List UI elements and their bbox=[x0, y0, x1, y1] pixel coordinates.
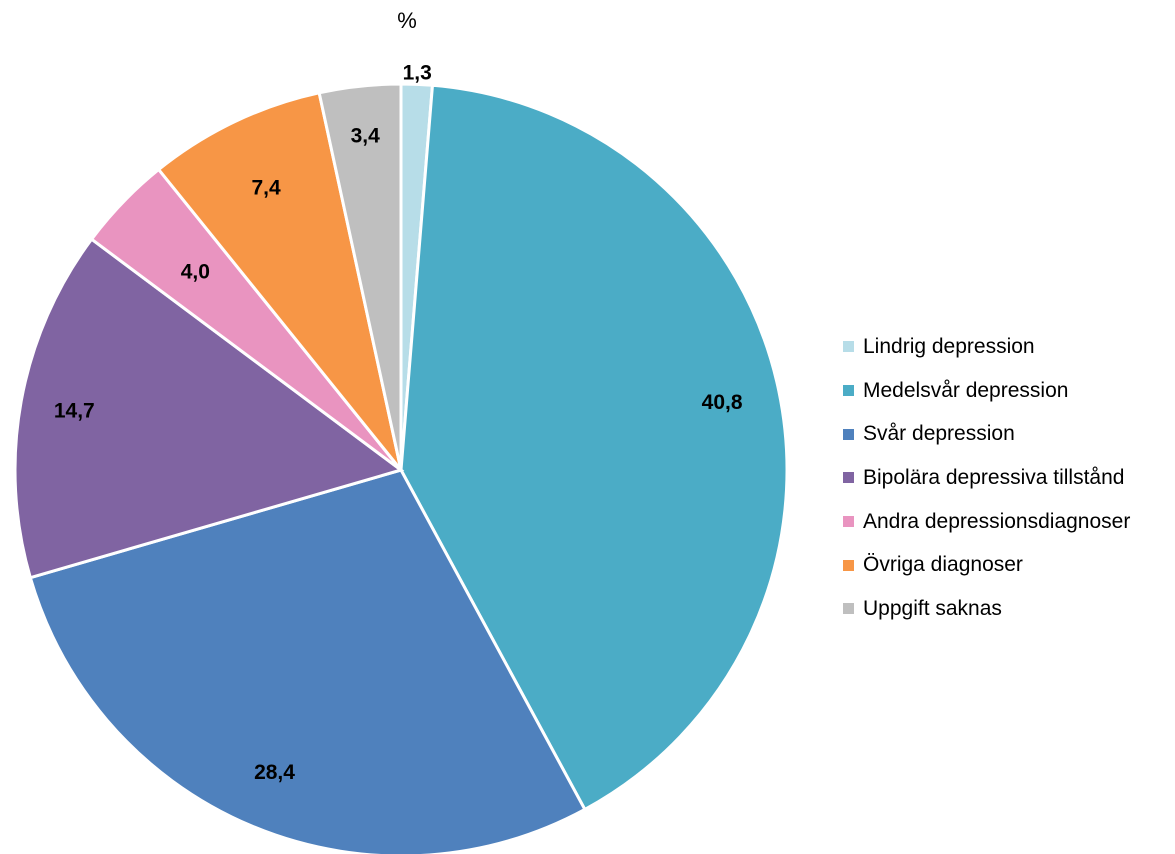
data-label: 1,3 bbox=[403, 61, 432, 84]
pie-slice bbox=[28, 468, 587, 854]
data-label: 4,0 bbox=[181, 260, 210, 283]
legend-swatch bbox=[843, 516, 854, 528]
legend-swatch bbox=[843, 428, 854, 440]
legend-label: Övriga diagnoser bbox=[863, 553, 1023, 577]
data-label: 40,8 bbox=[702, 391, 743, 414]
pie-slice bbox=[156, 90, 403, 471]
legend-label: Svår depression bbox=[863, 422, 1015, 446]
legend-item: Uppgift saknas bbox=[843, 587, 1130, 631]
pie-data-labels: 1,3 40,8 28,4 14,7 4,0 7,4 3,4 bbox=[54, 61, 743, 784]
data-label: 7,4 bbox=[251, 176, 281, 199]
legend-item: Svår depression bbox=[843, 412, 1130, 456]
unit-label: % bbox=[397, 8, 417, 33]
pie-slices bbox=[13, 82, 789, 854]
data-label: 28,4 bbox=[254, 761, 295, 784]
legend-label: Lindrig depression bbox=[863, 334, 1035, 358]
legend-label: Andra depressionsdiagnoser bbox=[863, 509, 1131, 533]
pie-slice bbox=[317, 82, 403, 471]
data-label: 14,7 bbox=[54, 399, 95, 422]
legend-label: Medelsvår depression bbox=[863, 378, 1069, 402]
legend-swatch bbox=[843, 559, 854, 571]
legend-swatch bbox=[843, 341, 854, 353]
data-label: 3,4 bbox=[351, 125, 381, 148]
chart-legend: Lindrig depression Medelsvår depression Sv… bbox=[843, 325, 1130, 631]
pie-chart: 1,3 40,8 28,4 14,7 4,0 7,4 3,4 bbox=[13, 61, 789, 854]
legend-item: Medelsvår depression bbox=[843, 369, 1130, 413]
pie-slice bbox=[399, 83, 789, 812]
legend-label: Uppgift saknas bbox=[863, 596, 1002, 620]
legend-item: Andra depressionsdiagnoser bbox=[843, 500, 1130, 544]
legend-swatch bbox=[843, 385, 854, 397]
legend-label: Bipolära depressiva tillstånd bbox=[863, 465, 1125, 489]
legend-item: Övriga diagnoser bbox=[843, 543, 1130, 587]
legend-swatch bbox=[843, 472, 854, 484]
pie-slice bbox=[13, 237, 405, 580]
legend-item: Bipolära depressiva tillstånd bbox=[843, 456, 1130, 500]
legend-swatch bbox=[843, 603, 854, 615]
legend-item: Lindrig depression bbox=[843, 325, 1130, 369]
